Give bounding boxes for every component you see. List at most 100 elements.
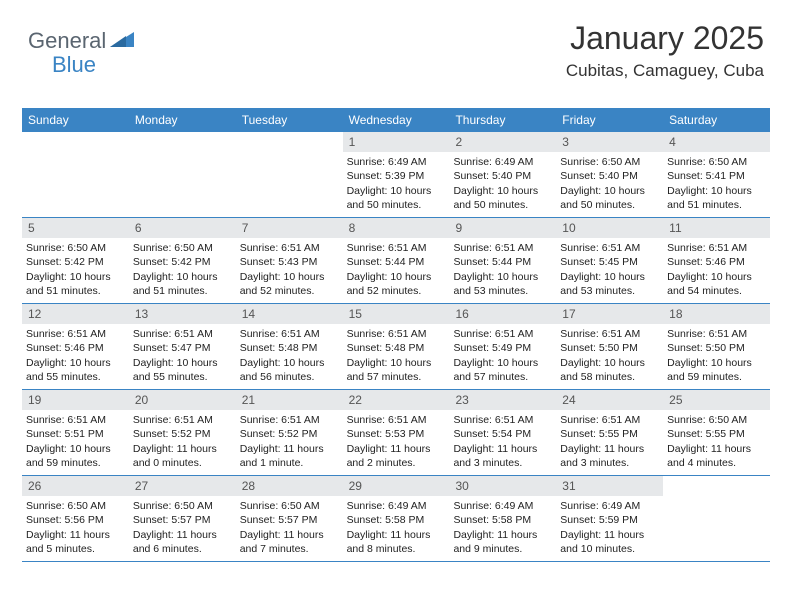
day-info: Sunrise: 6:49 AMSunset: 5:58 PMDaylight:… xyxy=(453,499,552,556)
day-number: 3 xyxy=(556,132,663,152)
day-cell: 20 Sunrise: 6:51 AMSunset: 5:52 PMDayligh… xyxy=(129,390,236,475)
day-number: 30 xyxy=(449,476,556,496)
dow-cell: Monday xyxy=(129,108,236,132)
dow-cell: Friday xyxy=(556,108,663,132)
day-number: 13 xyxy=(129,304,236,324)
week-row: 5Sunrise: 6:50 AMSunset: 5:42 PMDaylight… xyxy=(22,218,770,304)
dow-cell: Tuesday xyxy=(236,108,343,132)
day-cell xyxy=(129,132,236,217)
day-number: 29 xyxy=(343,476,450,496)
day-info: Sunrise: 6:50 AMSunset: 5:55 PMDaylight:… xyxy=(667,413,766,470)
day-cell: 4 Sunrise: 6:50 AMSunset: 5:41 PMDaylight… xyxy=(663,132,770,217)
day-number: 11 xyxy=(663,218,770,238)
dow-cell: Wednesday xyxy=(343,108,450,132)
day-number: 24 xyxy=(556,390,663,410)
day-number: 2 xyxy=(449,132,556,152)
day-info: Sunrise: 6:50 AMSunset: 5:41 PMDaylight:… xyxy=(667,155,766,212)
day-cell: 2 Sunrise: 6:49 AMSunset: 5:40 PMDaylight… xyxy=(449,132,556,217)
calendar-grid: SundayMondayTuesdayWednesdayThursdayFrid… xyxy=(22,108,770,562)
day-info: Sunrise: 6:51 AMSunset: 5:48 PMDaylight:… xyxy=(240,327,339,384)
day-number: 23 xyxy=(449,390,556,410)
day-cell: 16 Sunrise: 6:51 AMSunset: 5:49 PMDayligh… xyxy=(449,304,556,389)
day-number: 31 xyxy=(556,476,663,496)
day-cell: 22 Sunrise: 6:51 AMSunset: 5:53 PMDayligh… xyxy=(343,390,450,475)
dow-cell: Saturday xyxy=(663,108,770,132)
day-cell: 26Sunrise: 6:50 AMSunset: 5:56 PMDayligh… xyxy=(22,476,129,561)
day-cell: 13 Sunrise: 6:51 AMSunset: 5:47 PMDayligh… xyxy=(129,304,236,389)
day-number: 6 xyxy=(129,218,236,238)
day-number: 22 xyxy=(343,390,450,410)
day-info: Sunrise: 6:51 AMSunset: 5:54 PMDaylight:… xyxy=(453,413,552,470)
day-cell: 14 Sunrise: 6:51 AMSunset: 5:48 PMDayligh… xyxy=(236,304,343,389)
day-number: 19 xyxy=(22,390,129,410)
day-cell: 31Sunrise: 6:49 AMSunset: 5:59 PMDayligh… xyxy=(556,476,663,561)
day-cell: 10 Sunrise: 6:51 AMSunset: 5:45 PMDayligh… xyxy=(556,218,663,303)
day-info: Sunrise: 6:51 AMSunset: 5:46 PMDaylight:… xyxy=(667,241,766,298)
day-number: 26 xyxy=(22,476,129,496)
day-number: 21 xyxy=(236,390,343,410)
day-number: 27 xyxy=(129,476,236,496)
day-cell: 17Sunrise: 6:51 AMSunset: 5:50 PMDayligh… xyxy=(556,304,663,389)
day-info: Sunrise: 6:51 AMSunset: 5:47 PMDaylight:… xyxy=(133,327,232,384)
day-info: Sunrise: 6:51 AMSunset: 5:50 PMDaylight:… xyxy=(560,327,659,384)
day-cell: 25Sunrise: 6:50 AMSunset: 5:55 PMDayligh… xyxy=(663,390,770,475)
day-number: 20 xyxy=(129,390,236,410)
day-cell: 23 Sunrise: 6:51 AMSunset: 5:54 PMDayligh… xyxy=(449,390,556,475)
day-number: 4 xyxy=(663,132,770,152)
day-cell: 7 Sunrise: 6:51 AMSunset: 5:43 PMDaylight… xyxy=(236,218,343,303)
day-number: 9 xyxy=(449,218,556,238)
day-info: Sunrise: 6:50 AMSunset: 5:57 PMDaylight:… xyxy=(240,499,339,556)
day-number: 5 xyxy=(22,218,129,238)
day-cell: 27Sunrise: 6:50 AMSunset: 5:57 PMDayligh… xyxy=(129,476,236,561)
dow-cell: Thursday xyxy=(449,108,556,132)
day-number: 12 xyxy=(22,304,129,324)
day-info: Sunrise: 6:51 AMSunset: 5:52 PMDaylight:… xyxy=(240,413,339,470)
day-cell: 9 Sunrise: 6:51 AMSunset: 5:44 PMDaylight… xyxy=(449,218,556,303)
day-info: Sunrise: 6:51 AMSunset: 5:43 PMDaylight:… xyxy=(240,241,339,298)
day-cell xyxy=(236,132,343,217)
day-info: Sunrise: 6:51 AMSunset: 5:53 PMDaylight:… xyxy=(347,413,446,470)
day-cell: 12 Sunrise: 6:51 AMSunset: 5:46 PMDayligh… xyxy=(22,304,129,389)
brand-logo: General xyxy=(28,28,136,54)
day-number: 15 xyxy=(343,304,450,324)
week-row: 1Sunrise: 6:49 AMSunset: 5:39 PMDaylight… xyxy=(22,132,770,218)
day-info: Sunrise: 6:51 AMSunset: 5:45 PMDaylight:… xyxy=(560,241,659,298)
header-right: January 2025 Cubitas, Camaguey, Cuba xyxy=(566,20,764,81)
brand-text-1: General xyxy=(28,28,106,54)
week-row: 26Sunrise: 6:50 AMSunset: 5:56 PMDayligh… xyxy=(22,476,770,562)
day-info: Sunrise: 6:51 AMSunset: 5:46 PMDaylight:… xyxy=(26,327,125,384)
day-cell: 30 Sunrise: 6:49 AMSunset: 5:58 PMDayligh… xyxy=(449,476,556,561)
day-number: 16 xyxy=(449,304,556,324)
day-info: Sunrise: 6:49 AMSunset: 5:39 PMDaylight:… xyxy=(347,155,446,212)
day-info: Sunrise: 6:51 AMSunset: 5:51 PMDaylight:… xyxy=(26,413,125,470)
day-info: Sunrise: 6:51 AMSunset: 5:44 PMDaylight:… xyxy=(453,241,552,298)
day-info: Sunrise: 6:51 AMSunset: 5:55 PMDaylight:… xyxy=(560,413,659,470)
day-cell: 1Sunrise: 6:49 AMSunset: 5:39 PMDaylight… xyxy=(343,132,450,217)
day-cell: 15Sunrise: 6:51 AMSunset: 5:48 PMDayligh… xyxy=(343,304,450,389)
day-info: Sunrise: 6:49 AMSunset: 5:58 PMDaylight:… xyxy=(347,499,446,556)
day-info: Sunrise: 6:51 AMSunset: 5:44 PMDaylight:… xyxy=(347,241,446,298)
day-cell: 6 Sunrise: 6:50 AMSunset: 5:42 PMDaylight… xyxy=(129,218,236,303)
day-info: Sunrise: 6:51 AMSunset: 5:52 PMDaylight:… xyxy=(133,413,232,470)
day-info: Sunrise: 6:51 AMSunset: 5:49 PMDaylight:… xyxy=(453,327,552,384)
week-row: 19 Sunrise: 6:51 AMSunset: 5:51 PMDayligh… xyxy=(22,390,770,476)
day-number: 14 xyxy=(236,304,343,324)
brand-triangle-icon xyxy=(110,30,134,53)
day-cell: 11 Sunrise: 6:51 AMSunset: 5:46 PMDayligh… xyxy=(663,218,770,303)
month-title: January 2025 xyxy=(566,20,764,57)
day-number: 10 xyxy=(556,218,663,238)
day-number: 7 xyxy=(236,218,343,238)
day-number: 8 xyxy=(343,218,450,238)
day-cell: 24 Sunrise: 6:51 AMSunset: 5:55 PMDayligh… xyxy=(556,390,663,475)
day-number: 18 xyxy=(663,304,770,324)
day-cell: 18 Sunrise: 6:51 AMSunset: 5:50 PMDayligh… xyxy=(663,304,770,389)
day-cell: 28Sunrise: 6:50 AMSunset: 5:57 PMDayligh… xyxy=(236,476,343,561)
day-info: Sunrise: 6:50 AMSunset: 5:42 PMDaylight:… xyxy=(133,241,232,298)
day-cell: 8 Sunrise: 6:51 AMSunset: 5:44 PMDaylight… xyxy=(343,218,450,303)
day-cell: 19 Sunrise: 6:51 AMSunset: 5:51 PMDayligh… xyxy=(22,390,129,475)
day-info: Sunrise: 6:51 AMSunset: 5:50 PMDaylight:… xyxy=(667,327,766,384)
day-of-week-header: SundayMondayTuesdayWednesdayThursdayFrid… xyxy=(22,108,770,132)
day-info: Sunrise: 6:49 AMSunset: 5:40 PMDaylight:… xyxy=(453,155,552,212)
location-text: Cubitas, Camaguey, Cuba xyxy=(566,61,764,81)
week-row: 12 Sunrise: 6:51 AMSunset: 5:46 PMDayligh… xyxy=(22,304,770,390)
